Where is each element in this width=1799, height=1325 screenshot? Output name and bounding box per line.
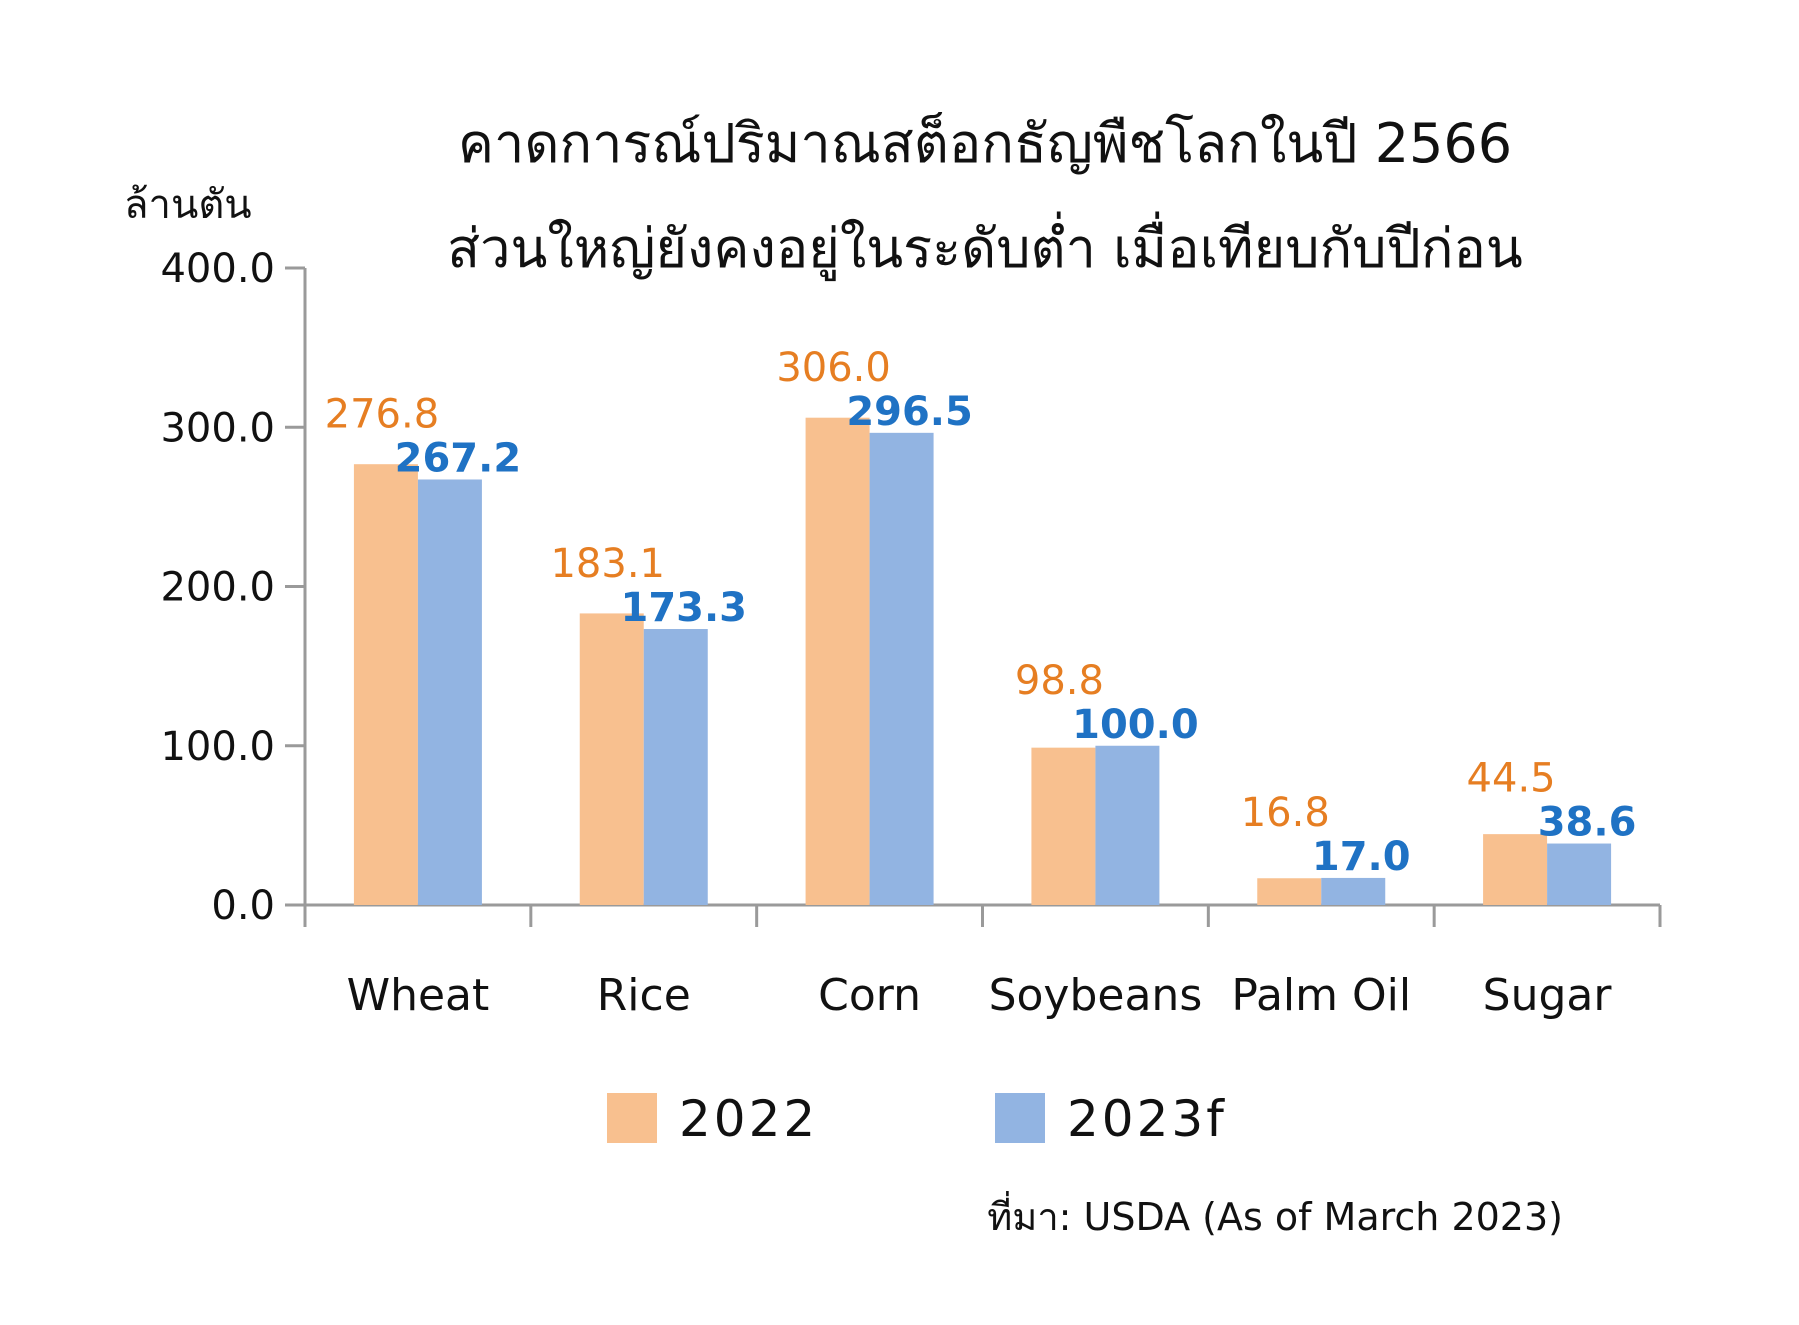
data-label-2023f: 17.0 [1312, 834, 1411, 880]
chart-title-line-1: คาดการณ์ปริมาณสต็อกธัญพืชโลกในปี 2566 [458, 112, 1512, 175]
x-category-label: Sugar [1483, 970, 1613, 1021]
x-category-label: Rice [597, 970, 691, 1021]
data-label-2023f: 267.2 [395, 435, 522, 481]
legend-swatch-2023f [995, 1093, 1045, 1143]
chart-title-line-2: ส่วนใหญ่ยังคงอยู่ในระดับต่ำ เมื่อเทียบกั… [447, 211, 1523, 281]
bar-2023f-palm-oil [1321, 877, 1386, 905]
bar-2022-wheat [353, 464, 418, 905]
y-tick-label: 400.0 [160, 246, 275, 292]
y-tick-label: 0.0 [211, 883, 275, 929]
x-category-label: Corn [818, 970, 921, 1021]
data-label-2023f: 296.5 [846, 389, 973, 435]
bar-2022-palm-oil [1257, 878, 1322, 905]
data-label-2022: 44.5 [1467, 756, 1556, 802]
y-tick-label: 100.0 [160, 724, 275, 770]
y-axis-unit-label: ล้านตัน [124, 182, 252, 228]
data-label-2023f: 173.3 [620, 585, 747, 631]
bar-2023f-wheat [417, 479, 482, 905]
legend: 2022 2023f [607, 1090, 1227, 1148]
data-label-2023f: 38.6 [1538, 800, 1637, 846]
data-label-2022: 16.8 [1241, 790, 1330, 836]
data-label-2023f: 100.0 [1072, 702, 1199, 748]
legend-label-2022: 2022 [679, 1090, 818, 1148]
x-category-label: Soybeans [989, 970, 1203, 1021]
x-category-label: Wheat [347, 970, 490, 1021]
bar-2023f-corn [869, 432, 934, 905]
y-tick-label: 200.0 [160, 565, 275, 611]
legend-swatch-2022 [607, 1093, 657, 1143]
bar-2023f-sugar [1547, 843, 1612, 905]
bar-2023f-soybeans [1095, 745, 1160, 905]
data-label-2022: 276.8 [325, 391, 440, 437]
source-note: ที่มา: USDA (As of March 2023) [987, 1191, 1563, 1239]
data-label-2022: 98.8 [1015, 658, 1104, 704]
bar-2022-sugar [1483, 834, 1548, 905]
data-label-2022: 306.0 [776, 345, 891, 391]
bar-2022-rice [579, 613, 644, 905]
bar-2023f-rice [643, 629, 708, 905]
bar-2022-soybeans [1031, 747, 1096, 905]
data-label-2022: 183.1 [550, 541, 665, 587]
x-category-label: Palm Oil [1231, 970, 1411, 1021]
y-tick-label: 300.0 [160, 405, 275, 451]
legend-label-2023f: 2023f [1067, 1090, 1227, 1148]
bar-2022-corn [805, 417, 870, 905]
